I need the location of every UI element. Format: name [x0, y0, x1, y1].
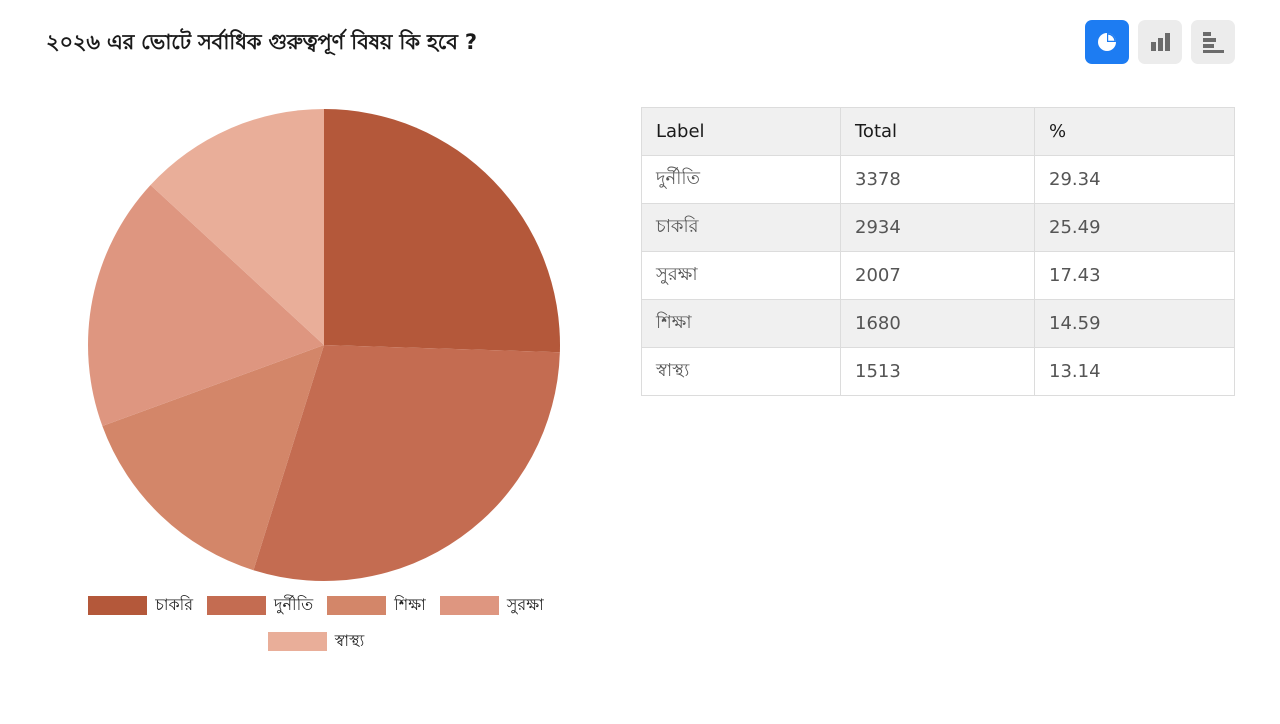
chart-title: ২০২৬ এর ভোটে সর্বাধিক গুরুত্বপূর্ণ বিষয়… — [46, 30, 477, 54]
cell-label: সুরক্ষা — [641, 251, 841, 300]
table-row: চাকরি 2934 25.49 — [641, 203, 1235, 252]
cell-percent: 29.34 — [1034, 155, 1235, 204]
cell-percent: 13.14 — [1034, 347, 1235, 396]
pie-chart-icon — [1098, 33, 1116, 51]
pie-slice[interactable] — [150, 109, 324, 345]
table-row: শিক্ষা 1680 14.59 — [641, 299, 1235, 348]
header-percent: % — [1034, 107, 1235, 156]
cell-total: 1513 — [840, 347, 1035, 396]
cell-label: দুর্নীতি — [641, 155, 841, 204]
legend-swatch — [439, 595, 499, 615]
legend-item[interactable]: শিক্ষা — [327, 592, 426, 618]
cell-total: 2934 — [840, 203, 1035, 252]
pie-chart — [88, 108, 561, 582]
legend-item[interactable]: চাকরি — [88, 592, 193, 618]
pie-slice[interactable] — [253, 345, 560, 582]
header-label: Label — [641, 107, 841, 156]
cell-percent: 17.43 — [1034, 251, 1235, 300]
cell-total: 3378 — [840, 155, 1035, 204]
legend-swatch — [207, 595, 267, 615]
cell-total: 2007 — [840, 251, 1035, 300]
table-row: দুর্নীতি 3378 29.34 — [641, 155, 1235, 204]
table-row: সুরক্ষা 2007 17.43 — [641, 251, 1235, 300]
table-row: স্বাস্থ্য 1513 13.14 — [641, 347, 1235, 396]
legend-swatch — [267, 631, 327, 651]
cell-percent: 25.49 — [1034, 203, 1235, 252]
bar-chart-button[interactable] — [1138, 20, 1182, 64]
header-total: Total — [840, 107, 1035, 156]
legend-item[interactable]: স্বাস্থ্য — [267, 628, 365, 654]
cell-total: 1680 — [840, 299, 1035, 348]
chart-legend: চাকরি দুর্নীতি শিক্ষা সুরক্ষা স্বাস্থ্য — [60, 592, 572, 654]
pie-slice[interactable] — [102, 345, 324, 571]
legend-label: দুর্নীতি — [274, 594, 314, 614]
data-table: Label Total % দুর্নীতি 3378 29.34 চাকরি … — [641, 107, 1235, 396]
legend-swatch — [327, 595, 387, 615]
legend-label: চাকরি — [155, 594, 194, 614]
bar-chart-icon — [1151, 33, 1170, 51]
legend-label: সুরক্ষা — [506, 594, 544, 614]
legend-label: শিক্ষা — [394, 594, 426, 614]
cell-percent: 14.59 — [1034, 299, 1235, 348]
horizontal-bar-chart-button[interactable] — [1191, 20, 1235, 64]
legend-item[interactable]: দুর্নীতি — [207, 592, 313, 618]
table-header-row: Label Total % — [641, 107, 1235, 156]
pie-slice[interactable] — [88, 185, 324, 427]
pie-chart-button[interactable] — [1085, 20, 1129, 64]
horizontal-bar-chart-icon — [1203, 32, 1224, 53]
legend-swatch — [88, 595, 148, 615]
legend-item[interactable]: সুরক্ষা — [439, 592, 544, 618]
cell-label: চাকরি — [641, 203, 841, 252]
legend-label: স্বাস্থ্য — [334, 630, 365, 650]
pie-chart-area — [0, 0, 640, 720]
chart-type-toolbar — [1085, 20, 1235, 64]
cell-label: স্বাস্থ্য — [641, 347, 841, 396]
pie-slice[interactable] — [324, 108, 561, 353]
cell-label: শিক্ষা — [641, 299, 841, 348]
